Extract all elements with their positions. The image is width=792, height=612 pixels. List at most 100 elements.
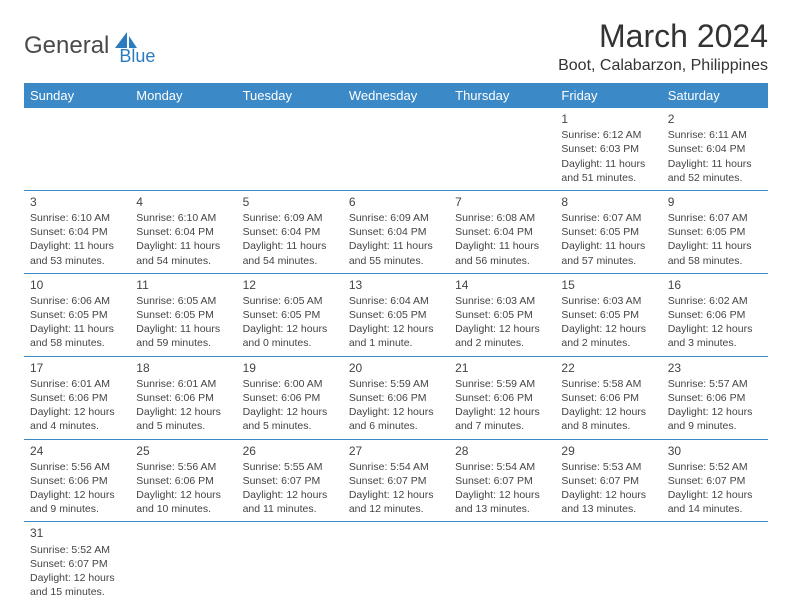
daylight-line: Daylight: 11 hours and 57 minutes. xyxy=(561,239,655,267)
daylight-line: Daylight: 12 hours and 5 minutes. xyxy=(136,405,230,433)
sunrise-line: Sunrise: 5:53 AM xyxy=(561,460,655,474)
sunrise-line: Sunrise: 6:00 AM xyxy=(243,377,337,391)
sunset-line: Sunset: 6:06 PM xyxy=(30,391,124,405)
sunset-line: Sunset: 6:04 PM xyxy=(243,225,337,239)
calendar-cell xyxy=(130,522,236,604)
day-header: Tuesday xyxy=(237,83,343,108)
calendar-row: 31Sunrise: 5:52 AMSunset: 6:07 PMDayligh… xyxy=(24,522,768,604)
sunset-line: Sunset: 6:03 PM xyxy=(561,142,655,156)
sunrise-line: Sunrise: 6:05 AM xyxy=(136,294,230,308)
sunrise-line: Sunrise: 5:58 AM xyxy=(561,377,655,391)
sunset-line: Sunset: 6:05 PM xyxy=(561,225,655,239)
calendar-cell: 11Sunrise: 6:05 AMSunset: 6:05 PMDayligh… xyxy=(130,273,236,356)
sunset-line: Sunset: 6:06 PM xyxy=(243,391,337,405)
daylight-line: Daylight: 12 hours and 0 minutes. xyxy=(243,322,337,350)
sunrise-line: Sunrise: 5:59 AM xyxy=(349,377,443,391)
calendar-row: 1Sunrise: 6:12 AMSunset: 6:03 PMDaylight… xyxy=(24,108,768,190)
calendar-row: 24Sunrise: 5:56 AMSunset: 6:06 PMDayligh… xyxy=(24,439,768,522)
logo-text-general: General xyxy=(24,32,109,60)
sunset-line: Sunset: 6:04 PM xyxy=(455,225,549,239)
sunset-line: Sunset: 6:05 PM xyxy=(561,308,655,322)
daylight-line: Daylight: 12 hours and 13 minutes. xyxy=(455,488,549,516)
day-number: 17 xyxy=(30,360,124,376)
sunset-line: Sunset: 6:04 PM xyxy=(349,225,443,239)
day-header: Sunday xyxy=(24,83,130,108)
calendar-cell: 26Sunrise: 5:55 AMSunset: 6:07 PMDayligh… xyxy=(237,439,343,522)
sunset-line: Sunset: 6:05 PM xyxy=(30,308,124,322)
logo: General Blue xyxy=(24,24,155,67)
day-header: Thursday xyxy=(449,83,555,108)
sunrise-line: Sunrise: 6:04 AM xyxy=(349,294,443,308)
sunset-line: Sunset: 6:06 PM xyxy=(668,308,762,322)
sunset-line: Sunset: 6:07 PM xyxy=(455,474,549,488)
day-header-row: Sunday Monday Tuesday Wednesday Thursday… xyxy=(24,83,768,108)
calendar-cell: 14Sunrise: 6:03 AMSunset: 6:05 PMDayligh… xyxy=(449,273,555,356)
sunrise-line: Sunrise: 6:10 AM xyxy=(30,211,124,225)
calendar-cell: 28Sunrise: 5:54 AMSunset: 6:07 PMDayligh… xyxy=(449,439,555,522)
sunrise-line: Sunrise: 5:52 AM xyxy=(668,460,762,474)
day-number: 9 xyxy=(668,194,762,210)
day-number: 14 xyxy=(455,277,549,293)
sunrise-line: Sunrise: 6:08 AM xyxy=(455,211,549,225)
day-number: 15 xyxy=(561,277,655,293)
sunrise-line: Sunrise: 6:01 AM xyxy=(136,377,230,391)
calendar-cell xyxy=(237,522,343,604)
day-number: 11 xyxy=(136,277,230,293)
day-number: 2 xyxy=(668,111,762,127)
calendar-cell: 6Sunrise: 6:09 AMSunset: 6:04 PMDaylight… xyxy=(343,190,449,273)
day-number: 7 xyxy=(455,194,549,210)
sunset-line: Sunset: 6:05 PM xyxy=(243,308,337,322)
sunset-line: Sunset: 6:05 PM xyxy=(455,308,549,322)
day-number: 16 xyxy=(668,277,762,293)
day-number: 19 xyxy=(243,360,337,376)
day-number: 20 xyxy=(349,360,443,376)
day-number: 1 xyxy=(561,111,655,127)
daylight-line: Daylight: 11 hours and 52 minutes. xyxy=(668,157,762,185)
sunset-line: Sunset: 6:07 PM xyxy=(561,474,655,488)
sunset-line: Sunset: 6:07 PM xyxy=(668,474,762,488)
calendar-cell xyxy=(237,108,343,190)
sunrise-line: Sunrise: 6:02 AM xyxy=(668,294,762,308)
day-number: 12 xyxy=(243,277,337,293)
daylight-line: Daylight: 11 hours and 59 minutes. xyxy=(136,322,230,350)
calendar-cell xyxy=(662,522,768,604)
calendar-cell xyxy=(343,522,449,604)
calendar-cell: 13Sunrise: 6:04 AMSunset: 6:05 PMDayligh… xyxy=(343,273,449,356)
calendar-cell: 15Sunrise: 6:03 AMSunset: 6:05 PMDayligh… xyxy=(555,273,661,356)
sunset-line: Sunset: 6:05 PM xyxy=(349,308,443,322)
calendar-cell: 27Sunrise: 5:54 AMSunset: 6:07 PMDayligh… xyxy=(343,439,449,522)
day-number: 18 xyxy=(136,360,230,376)
day-header: Wednesday xyxy=(343,83,449,108)
sunrise-line: Sunrise: 6:11 AM xyxy=(668,128,762,142)
sunrise-line: Sunrise: 5:52 AM xyxy=(30,543,124,557)
sunset-line: Sunset: 6:04 PM xyxy=(136,225,230,239)
sunset-line: Sunset: 6:06 PM xyxy=(561,391,655,405)
calendar-cell: 24Sunrise: 5:56 AMSunset: 6:06 PMDayligh… xyxy=(24,439,130,522)
calendar-cell: 3Sunrise: 6:10 AMSunset: 6:04 PMDaylight… xyxy=(24,190,130,273)
day-header: Friday xyxy=(555,83,661,108)
calendar-cell: 7Sunrise: 6:08 AMSunset: 6:04 PMDaylight… xyxy=(449,190,555,273)
sunrise-line: Sunrise: 5:56 AM xyxy=(30,460,124,474)
day-number: 31 xyxy=(30,525,124,541)
calendar-cell: 16Sunrise: 6:02 AMSunset: 6:06 PMDayligh… xyxy=(662,273,768,356)
daylight-line: Daylight: 11 hours and 58 minutes. xyxy=(668,239,762,267)
title-block: March 2024 Boot, Calabarzon, Philippines xyxy=(558,18,768,75)
sunrise-line: Sunrise: 6:07 AM xyxy=(668,211,762,225)
calendar-cell: 20Sunrise: 5:59 AMSunset: 6:06 PMDayligh… xyxy=(343,356,449,439)
sunset-line: Sunset: 6:06 PM xyxy=(136,474,230,488)
sunrise-line: Sunrise: 5:54 AM xyxy=(349,460,443,474)
day-number: 29 xyxy=(561,443,655,459)
day-number: 24 xyxy=(30,443,124,459)
calendar-cell: 2Sunrise: 6:11 AMSunset: 6:04 PMDaylight… xyxy=(662,108,768,190)
calendar-cell xyxy=(343,108,449,190)
sunset-line: Sunset: 6:07 PM xyxy=(349,474,443,488)
daylight-line: Daylight: 12 hours and 5 minutes. xyxy=(243,405,337,433)
calendar-cell: 30Sunrise: 5:52 AMSunset: 6:07 PMDayligh… xyxy=(662,439,768,522)
sunset-line: Sunset: 6:06 PM xyxy=(136,391,230,405)
sunset-line: Sunset: 6:06 PM xyxy=(668,391,762,405)
sunrise-line: Sunrise: 5:54 AM xyxy=(455,460,549,474)
calendar-cell: 31Sunrise: 5:52 AMSunset: 6:07 PMDayligh… xyxy=(24,522,130,604)
sunrise-line: Sunrise: 6:03 AM xyxy=(455,294,549,308)
sunrise-line: Sunrise: 5:56 AM xyxy=(136,460,230,474)
calendar-cell: 10Sunrise: 6:06 AMSunset: 6:05 PMDayligh… xyxy=(24,273,130,356)
